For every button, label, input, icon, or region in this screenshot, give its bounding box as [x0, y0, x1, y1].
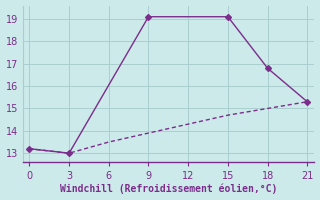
X-axis label: Windchill (Refroidissement éolien,°C): Windchill (Refroidissement éolien,°C)	[60, 184, 277, 194]
